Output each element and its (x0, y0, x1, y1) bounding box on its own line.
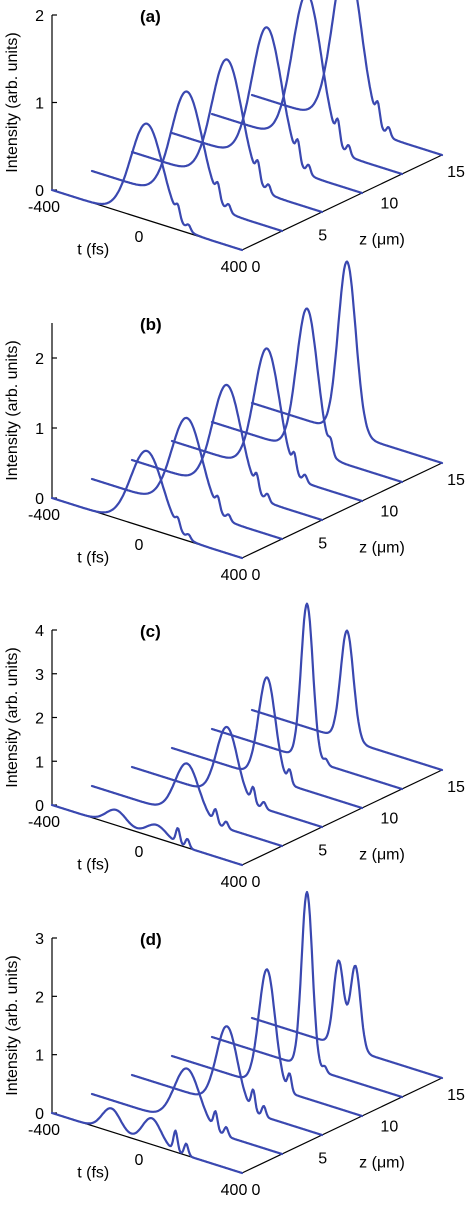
t-axis-label: t (fs) (77, 857, 109, 874)
z-axis-label: z (μm) (359, 847, 405, 864)
z-tick-label: 0 (252, 874, 261, 891)
intensity-tick-label: 4 (35, 623, 44, 640)
intensity-axis-label: Intensity (arb. units) (4, 340, 21, 481)
trace-z-9 (170, 347, 364, 503)
trace-z-0 (50, 449, 244, 560)
trace-z-15 (250, 959, 444, 1080)
z-axis-line (241, 154, 443, 251)
z-tick-label: 15 (447, 164, 465, 181)
trace-z-15 (250, 629, 444, 772)
intensity-axis-label: Intensity (arb. units) (4, 32, 21, 173)
intensity-tick-label: 2 (35, 351, 44, 368)
intensity-tick-label: 1 (35, 1048, 44, 1065)
intensity-tick-label: 2 (35, 989, 44, 1006)
trace-z-12 (210, 307, 404, 484)
t-tick-label: 0 (135, 537, 144, 554)
z-tick-label: 0 (252, 259, 261, 276)
trace-z-6 (130, 383, 324, 522)
intensity-tick-label: 3 (35, 667, 44, 684)
z-tick-label: 10 (380, 1119, 398, 1136)
trace-z-9 (170, 968, 364, 1118)
t-tick-label: -400 (28, 199, 60, 216)
intensity-axis-label: Intensity (arb. units) (4, 647, 21, 788)
intensity-tick-label: 1 (35, 754, 44, 771)
trace-z-12 (210, 890, 404, 1099)
intensity-axis-label: Intensity (arb. units) (4, 955, 21, 1096)
panel-label: (d) (140, 930, 162, 949)
trace-z-6 (130, 1025, 324, 1137)
t-axis-label: t (fs) (77, 242, 109, 259)
intensity-tick-label: 2 (35, 711, 44, 728)
intensity-tick-label: 0 (35, 798, 44, 815)
z-tick-label: 10 (380, 196, 398, 213)
t-tick-label: -400 (28, 1122, 60, 1139)
t-tick-label: 400 (221, 874, 248, 891)
trace-z-6 (130, 58, 324, 214)
t-tick-label: 400 (221, 567, 248, 584)
z-tick-label: 15 (447, 779, 465, 796)
z-tick-label: 5 (318, 1150, 327, 1167)
intensity-tick-label: 0 (35, 1106, 44, 1123)
z-tick-label: 15 (447, 472, 465, 489)
z-axis-label: z (μm) (359, 540, 405, 557)
z-tick-label: 15 (447, 1087, 465, 1104)
t-axis-label: t (fs) (77, 550, 109, 567)
z-tick-label: 10 (380, 811, 398, 828)
intensity-tick-label: 1 (35, 96, 44, 113)
z-tick-label: 5 (318, 535, 327, 552)
t-axis-label: t (fs) (77, 1165, 109, 1182)
trace-z-3 (90, 416, 284, 541)
t-tick-label: -400 (28, 814, 60, 831)
intensity-tick-label: 3 (35, 931, 44, 948)
trace-z-3 (90, 1067, 284, 1156)
trace-z-15 (250, 260, 444, 465)
trace-z-0 (50, 803, 244, 867)
z-axis-line (241, 1077, 443, 1174)
t-tick-label: 0 (135, 844, 144, 861)
intensity-tick-label: 1 (35, 421, 44, 438)
t-tick-label: 400 (221, 1182, 248, 1199)
panel-label: (c) (140, 622, 161, 641)
trace-z-9 (170, 676, 364, 810)
t-tick-label: 0 (135, 1152, 144, 1169)
trace-z-3 (90, 762, 284, 848)
trace-z-12 (210, 602, 404, 791)
z-tick-label: 10 (380, 504, 398, 521)
trace-z-0 (50, 122, 244, 252)
t-tick-label: 400 (221, 259, 248, 276)
z-tick-label: 0 (252, 567, 261, 584)
z-tick-label: 5 (318, 842, 327, 859)
z-tick-label: 0 (252, 1182, 261, 1199)
intensity-tick-label: 0 (35, 183, 44, 200)
z-axis-label: z (μm) (359, 232, 405, 249)
z-tick-label: 5 (318, 227, 327, 244)
t-tick-label: -400 (28, 507, 60, 524)
panel-label: (b) (140, 315, 162, 334)
intensity-tick-label: 0 (35, 491, 44, 508)
trace-z-0 (50, 1107, 244, 1175)
trace-z-6 (130, 725, 324, 829)
t-tick-label: 0 (135, 229, 144, 246)
trace-z-12 (210, 0, 404, 176)
intensity-tick-label: 2 (35, 8, 44, 25)
z-axis-label: z (μm) (359, 1155, 405, 1172)
trace-z-15 (250, 0, 444, 157)
panel-label: (a) (140, 7, 161, 26)
z-axis-line (241, 769, 443, 866)
z-axis-line (241, 462, 443, 559)
trace-z-9 (170, 26, 364, 195)
